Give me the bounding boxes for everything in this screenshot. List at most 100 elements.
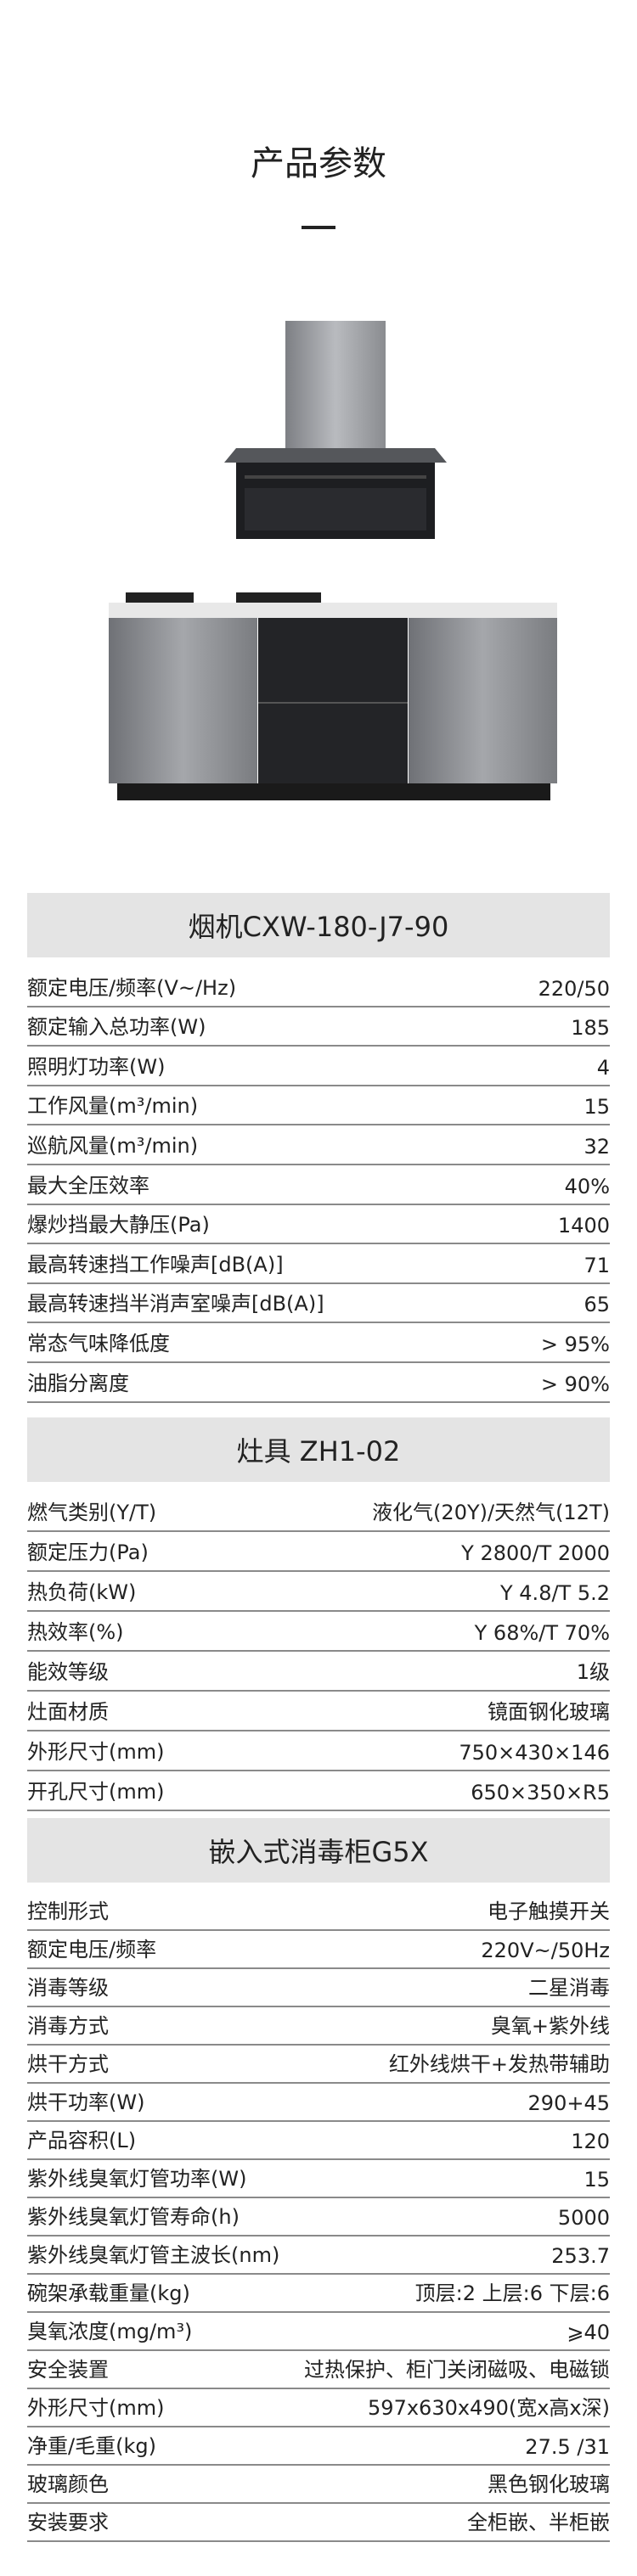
spec-row: 最大全压效率 40% xyxy=(27,1165,610,1205)
spec-value: 1400 xyxy=(557,1214,610,1238)
spec-row: 额定输入总功率(W) 185 xyxy=(27,1007,610,1047)
spec-row: 紫外线臭氧灯管寿命(h) 5000 xyxy=(27,2198,610,2236)
spec-label: 常态气味降低度 xyxy=(27,1331,170,1355)
spec-label: 最高转速挡工作噪声[dB(A)] xyxy=(27,1252,284,1277)
spec-value: 220V~/50Hz xyxy=(481,1939,610,1962)
spec-label: 控制形式 xyxy=(27,1900,109,1923)
product-image xyxy=(109,321,557,800)
spec-value: 过热保护、柜门关闭磁吸、电磁锁 xyxy=(304,2358,610,2382)
spec-row: 净重/毛重(kg) 27.5 /31 xyxy=(27,2427,610,2466)
spec-value: 黑色钢化玻璃 xyxy=(488,2472,610,2496)
page-title: 产品参数 xyxy=(251,144,386,183)
spec-value: 4 xyxy=(596,1055,610,1080)
spec-label: 额定压力(Pa) xyxy=(27,1541,149,1564)
spec-row: 紫外线臭氧灯管主波长(nm) 253.7 xyxy=(27,2236,610,2275)
spec-value: 65 xyxy=(583,1293,610,1317)
spec-row: 热效率(%) Y 68%/T 70% xyxy=(27,1612,610,1652)
spec-row: 工作风量(m³/min) 15 xyxy=(27,1086,610,1126)
spec-label: 外形尺寸(mm) xyxy=(27,2396,165,2420)
spec-row: 常态气味降低度 > 95% xyxy=(27,1323,610,1363)
spec-label: 开孔尺寸(mm) xyxy=(27,1780,165,1804)
spec-label: 最大全压效率 xyxy=(27,1173,149,1198)
spec-label: 烘干功率(W) xyxy=(27,2091,145,2114)
section-range-hood: 烟机CXW-180-J7-90 额定电压/频率(V~/Hz) 220/50 额定输入… xyxy=(27,893,610,1403)
spec-value: Y 2800/T 2000 xyxy=(461,1541,610,1565)
spec-label: 额定输入总功率(W) xyxy=(27,1015,206,1040)
spec-label: 消毒等级 xyxy=(27,1976,109,2000)
spec-row: 玻璃颜色 黑色钢化玻璃 xyxy=(27,2466,610,2504)
spec-row: 燃气类别(Y/T) 液化气(20Y)/天然气(12T) xyxy=(27,1492,610,1532)
section-title: 灶具 ZH1-02 xyxy=(27,1417,610,1482)
spec-label: 油脂分离度 xyxy=(27,1371,129,1395)
spec-value: Y 68%/T 70% xyxy=(474,1621,610,1645)
title-divider xyxy=(302,226,335,229)
spec-row: 控制形式 电子触摸开关 xyxy=(27,1893,610,1931)
spec-label: 工作风量(m³/min) xyxy=(27,1094,199,1119)
section-disinfection-cabinet: 嵌入式消毒柜G5X 控制形式 电子触摸开关 额定电压/频率 220V~/50Hz 消毒等… xyxy=(27,1818,610,2542)
section-title: 烟机CXW-180-J7-90 xyxy=(27,893,610,957)
spec-row: 能效等级 1级 xyxy=(27,1652,610,1692)
spec-value: 液化气(20Y)/天然气(12T) xyxy=(372,1501,610,1524)
spec-label: 灶面材质 xyxy=(27,1700,109,1724)
spec-value: 253.7 xyxy=(551,2244,610,2268)
spec-row: 安全装置 过热保护、柜门关闭磁吸、电磁锁 xyxy=(27,2351,610,2389)
spec-value: 650×350×R5 xyxy=(471,1781,610,1804)
spec-row: 碗架承载重量(kg) 顶层:2 上层:6 下层:6 xyxy=(27,2275,610,2313)
spec-value: 电子触摸开关 xyxy=(488,1900,610,1923)
spec-row: 消毒方式 臭氧+紫外线 xyxy=(27,2007,610,2046)
spec-row: 外形尺寸(mm) 597x630x490(宽x高x深) xyxy=(27,2389,610,2427)
spec-row: 消毒等级 二星消毒 xyxy=(27,1969,610,2007)
spec-label: 安装要求 xyxy=(27,2511,109,2534)
spec-row: 额定电压/频率(V~/Hz) 220/50 xyxy=(27,968,610,1007)
spec-label: 臭氧浓度(mg/m³) xyxy=(27,2320,193,2343)
spec-value: 臭氧+紫外线 xyxy=(490,2014,610,2038)
spec-label: 安全装置 xyxy=(27,2358,109,2382)
spec-label: 燃气类别(Y/T) xyxy=(27,1501,157,1524)
spec-value: 40% xyxy=(564,1174,610,1198)
spec-value: 1级 xyxy=(576,1660,610,1684)
spec-value: 220/50 xyxy=(538,976,610,1001)
spec-row: 热负荷(kW) Y 4.8/T 5.2 xyxy=(27,1572,610,1612)
spec-value: 红外线烘干+发热带辅助 xyxy=(388,2052,610,2076)
spec-label: 产品容积(L) xyxy=(27,2129,137,2152)
spec-label: 碗架承载重量(kg) xyxy=(27,2281,190,2305)
spec-value: 顶层:2 上层:6 下层:6 xyxy=(414,2281,610,2305)
spec-row: 臭氧浓度(mg/m³) ⩾40 xyxy=(27,2313,610,2351)
spec-row: 油脂分离度 > 90% xyxy=(27,1363,610,1403)
spec-row: 爆炒挡最大静压(Pa) 1400 xyxy=(27,1205,610,1245)
spec-row: 烘干方式 红外线烘干+发热带辅助 xyxy=(27,2046,610,2084)
spec-value: 750×430×146 xyxy=(459,1741,610,1765)
spec-row: 额定压力(Pa) Y 2800/T 2000 xyxy=(27,1532,610,1572)
spec-row: 开孔尺寸(mm) 650×350×R5 xyxy=(27,1771,610,1811)
spec-value: 27.5 /31 xyxy=(525,2435,610,2459)
spec-value: Y 4.8/T 5.2 xyxy=(500,1581,610,1605)
spec-label: 紫外线臭氧灯管主波长(nm) xyxy=(27,2243,280,2267)
spec-row: 巡航风量(m³/min) 32 xyxy=(27,1125,610,1165)
spec-label: 玻璃颜色 xyxy=(27,2472,109,2496)
spec-label: 额定电压/频率 xyxy=(27,1938,157,1961)
spec-value: 71 xyxy=(583,1253,610,1277)
spec-value: 二星消毒 xyxy=(528,1976,610,2000)
spec-label: 最高转速挡半消声室噪声[dB(A)] xyxy=(27,1292,324,1316)
spec-value: 镜面钢化玻璃 xyxy=(488,1700,610,1724)
spec-label: 照明灯功率(W) xyxy=(27,1054,166,1079)
spec-row: 灶面材质 镜面钢化玻璃 xyxy=(27,1692,610,1731)
spec-label: 能效等级 xyxy=(27,1660,109,1684)
spec-value: 32 xyxy=(583,1134,610,1159)
spec-row: 最高转速挡半消声室噪声[dB(A)] 65 xyxy=(27,1284,610,1324)
spec-label: 烘干方式 xyxy=(27,2052,109,2076)
spec-row: 烘干功率(W) 290+45 xyxy=(27,2084,610,2122)
spec-value: 597x630x490(宽x高x深) xyxy=(368,2396,610,2420)
spec-value: 185 xyxy=(571,1016,610,1041)
spec-row: 产品容积(L) 120 xyxy=(27,2122,610,2160)
spec-value: 120 xyxy=(571,2130,610,2153)
spec-value: 15 xyxy=(583,1095,610,1120)
spec-row: 外形尺寸(mm) 750×430×146 xyxy=(27,1731,610,1771)
spec-label: 紫外线臭氧灯管功率(W) xyxy=(27,2167,247,2191)
spec-label: 热负荷(kW) xyxy=(27,1580,137,1604)
spec-label: 净重/毛重(kg) xyxy=(27,2434,156,2458)
spec-row: 额定电压/频率 220V~/50Hz xyxy=(27,1931,610,1969)
spec-value: > 90% xyxy=(540,1372,610,1396)
spec-value: > 95% xyxy=(540,1332,610,1356)
spec-row: 安装要求 全柜嵌、半柜嵌 xyxy=(27,2504,610,2542)
